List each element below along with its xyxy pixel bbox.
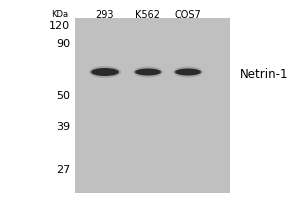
Bar	[75, 18, 230, 193]
Text: 90: 90	[56, 39, 70, 49]
Text: 120: 120	[49, 21, 70, 31]
Text: COS7: COS7	[175, 10, 201, 20]
Text: Netrin-1: Netrin-1	[240, 68, 289, 80]
Ellipse shape	[91, 68, 119, 76]
Ellipse shape	[173, 66, 203, 77]
Text: 27: 27	[56, 165, 70, 175]
Text: 50: 50	[56, 91, 70, 101]
Ellipse shape	[89, 66, 121, 78]
Text: K562: K562	[136, 10, 160, 20]
Ellipse shape	[133, 66, 163, 77]
Text: KDa: KDa	[51, 10, 68, 19]
Text: 39: 39	[56, 122, 70, 132]
Ellipse shape	[175, 68, 201, 75]
Text: 293: 293	[96, 10, 114, 20]
Ellipse shape	[135, 68, 161, 75]
